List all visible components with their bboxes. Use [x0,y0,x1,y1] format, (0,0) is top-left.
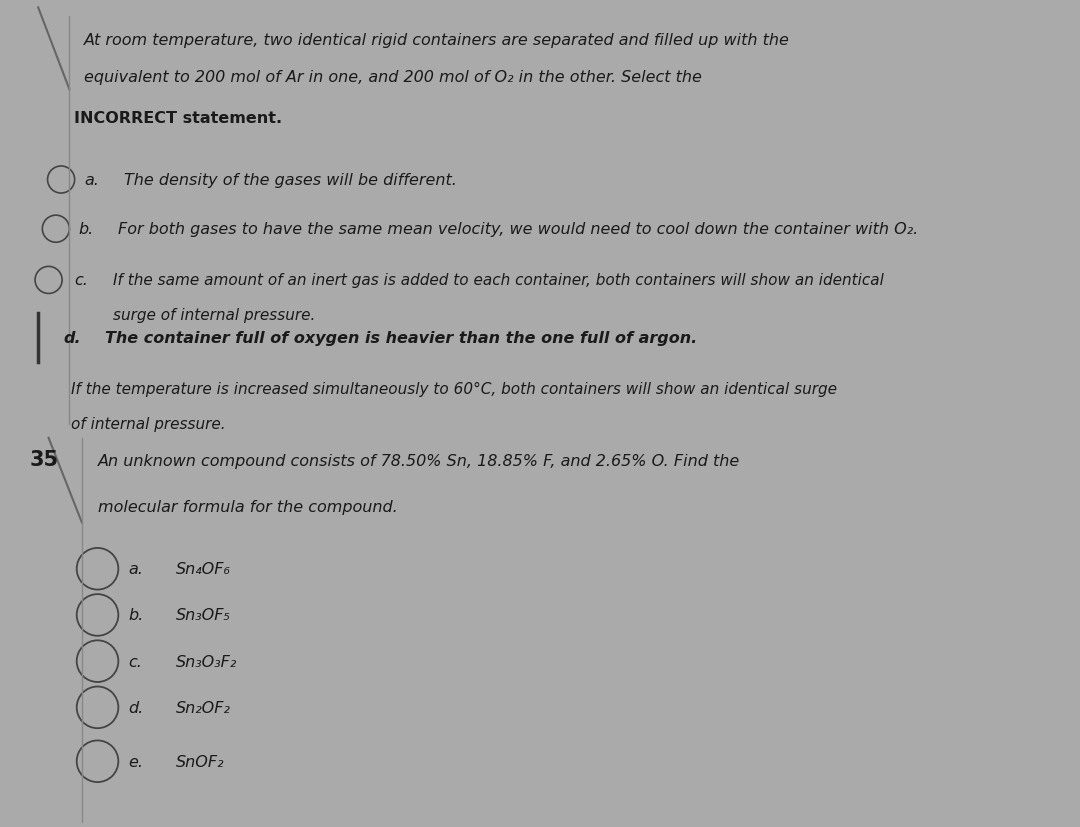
Text: e.: e. [129,754,144,769]
Text: Sn₂OF₂: Sn₂OF₂ [176,700,230,715]
Text: Sn₃OF₅: Sn₃OF₅ [176,608,230,623]
Text: c.: c. [129,654,143,669]
Text: b.: b. [79,222,94,237]
Text: b.: b. [129,608,144,623]
Text: c.: c. [75,273,89,288]
Text: For both gases to have the same mean velocity, we would need to cool down the co: For both gases to have the same mean vel… [119,222,919,237]
Text: If the same amount of an inert gas is added to each container, both containers w: If the same amount of an inert gas is ad… [113,273,885,288]
Text: a.: a. [129,562,144,576]
Text: d.: d. [129,700,144,715]
Text: The density of the gases will be different.: The density of the gases will be differe… [123,173,457,188]
Text: If the temperature is increased simultaneously to 60°C, both containers will sho: If the temperature is increased simultan… [71,381,837,397]
Text: Sn₃O₃F₂: Sn₃O₃F₂ [176,654,237,669]
Text: 35: 35 [30,450,59,470]
Text: of internal pressure.: of internal pressure. [71,416,226,432]
Text: SnOF₂: SnOF₂ [176,754,225,769]
Text: Sn₄OF₆: Sn₄OF₆ [176,562,230,576]
Text: a.: a. [84,173,99,188]
Text: The container full of oxygen is heavier than the one full of argon.: The container full of oxygen is heavier … [105,331,697,346]
Text: surge of internal pressure.: surge of internal pressure. [113,308,315,323]
Text: equivalent to 200 mol of Ar in one, and 200 mol of O₂ in the other. Select the: equivalent to 200 mol of Ar in one, and … [84,69,702,84]
Text: d.: d. [63,331,81,346]
Text: molecular formula for the compound.: molecular formula for the compound. [97,500,397,515]
Text: INCORRECT statement.: INCORRECT statement. [73,111,282,126]
Text: An unknown compound consists of 78.50% Sn, 18.85% F, and 2.65% O. Find the: An unknown compound consists of 78.50% S… [97,454,740,469]
Text: At room temperature, two identical rigid containers are separated and filled up : At room temperature, two identical rigid… [84,33,789,48]
